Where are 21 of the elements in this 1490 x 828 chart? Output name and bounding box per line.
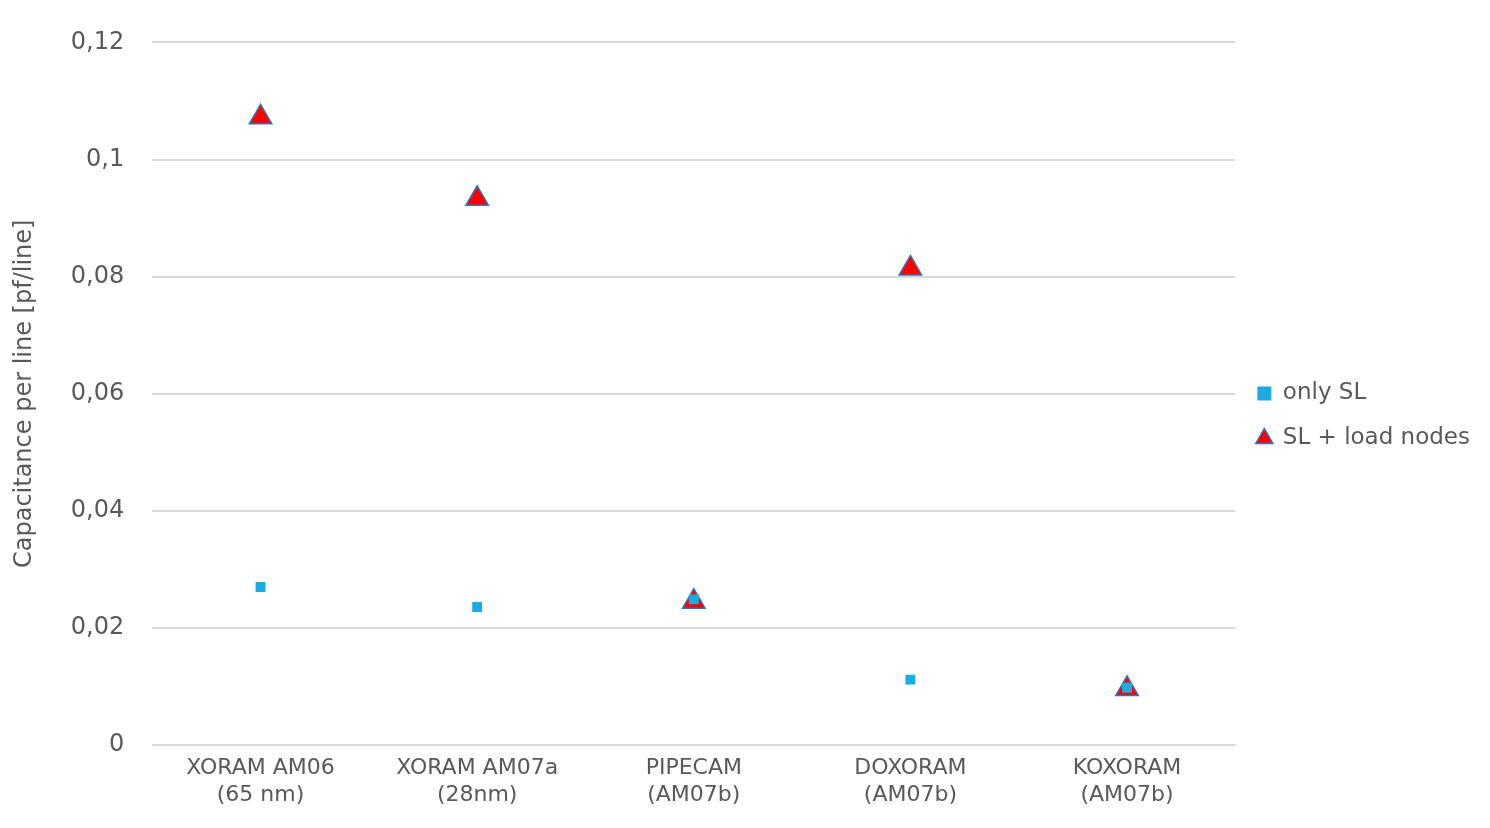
point bbox=[465, 185, 490, 207]
y-tick-label: 0,04 bbox=[70, 495, 125, 524]
point bbox=[472, 602, 483, 612]
point bbox=[248, 103, 273, 125]
point bbox=[255, 582, 266, 593]
y-tick-label: 0,1 bbox=[86, 143, 125, 172]
y-axis-title: Capacitance per line [pf/line] bbox=[8, 219, 37, 569]
x-tick-label: PIPECAM (AM07b) bbox=[645, 754, 742, 806]
legend-label: SL + load nodes bbox=[1282, 423, 1470, 450]
y-tick-label: 0,08 bbox=[70, 260, 125, 289]
x-tick-label: XORAM AM07a (28nm) bbox=[396, 754, 559, 806]
point bbox=[898, 254, 923, 276]
x-tick-label: DOXORAM (AM07b) bbox=[854, 754, 967, 806]
x-tick-label: XORAM AM06 (65 nm) bbox=[186, 754, 335, 806]
y-tick-label: 0 bbox=[108, 729, 125, 758]
y-tick-label: 0,06 bbox=[70, 378, 125, 407]
point bbox=[905, 674, 916, 685]
legend-label: only SL bbox=[1282, 378, 1367, 405]
y-tick-label: 0,02 bbox=[70, 612, 125, 641]
y-tick-label: 0,12 bbox=[70, 26, 125, 55]
x-tick-label: KOXORAM (AM07b) bbox=[1072, 754, 1182, 806]
